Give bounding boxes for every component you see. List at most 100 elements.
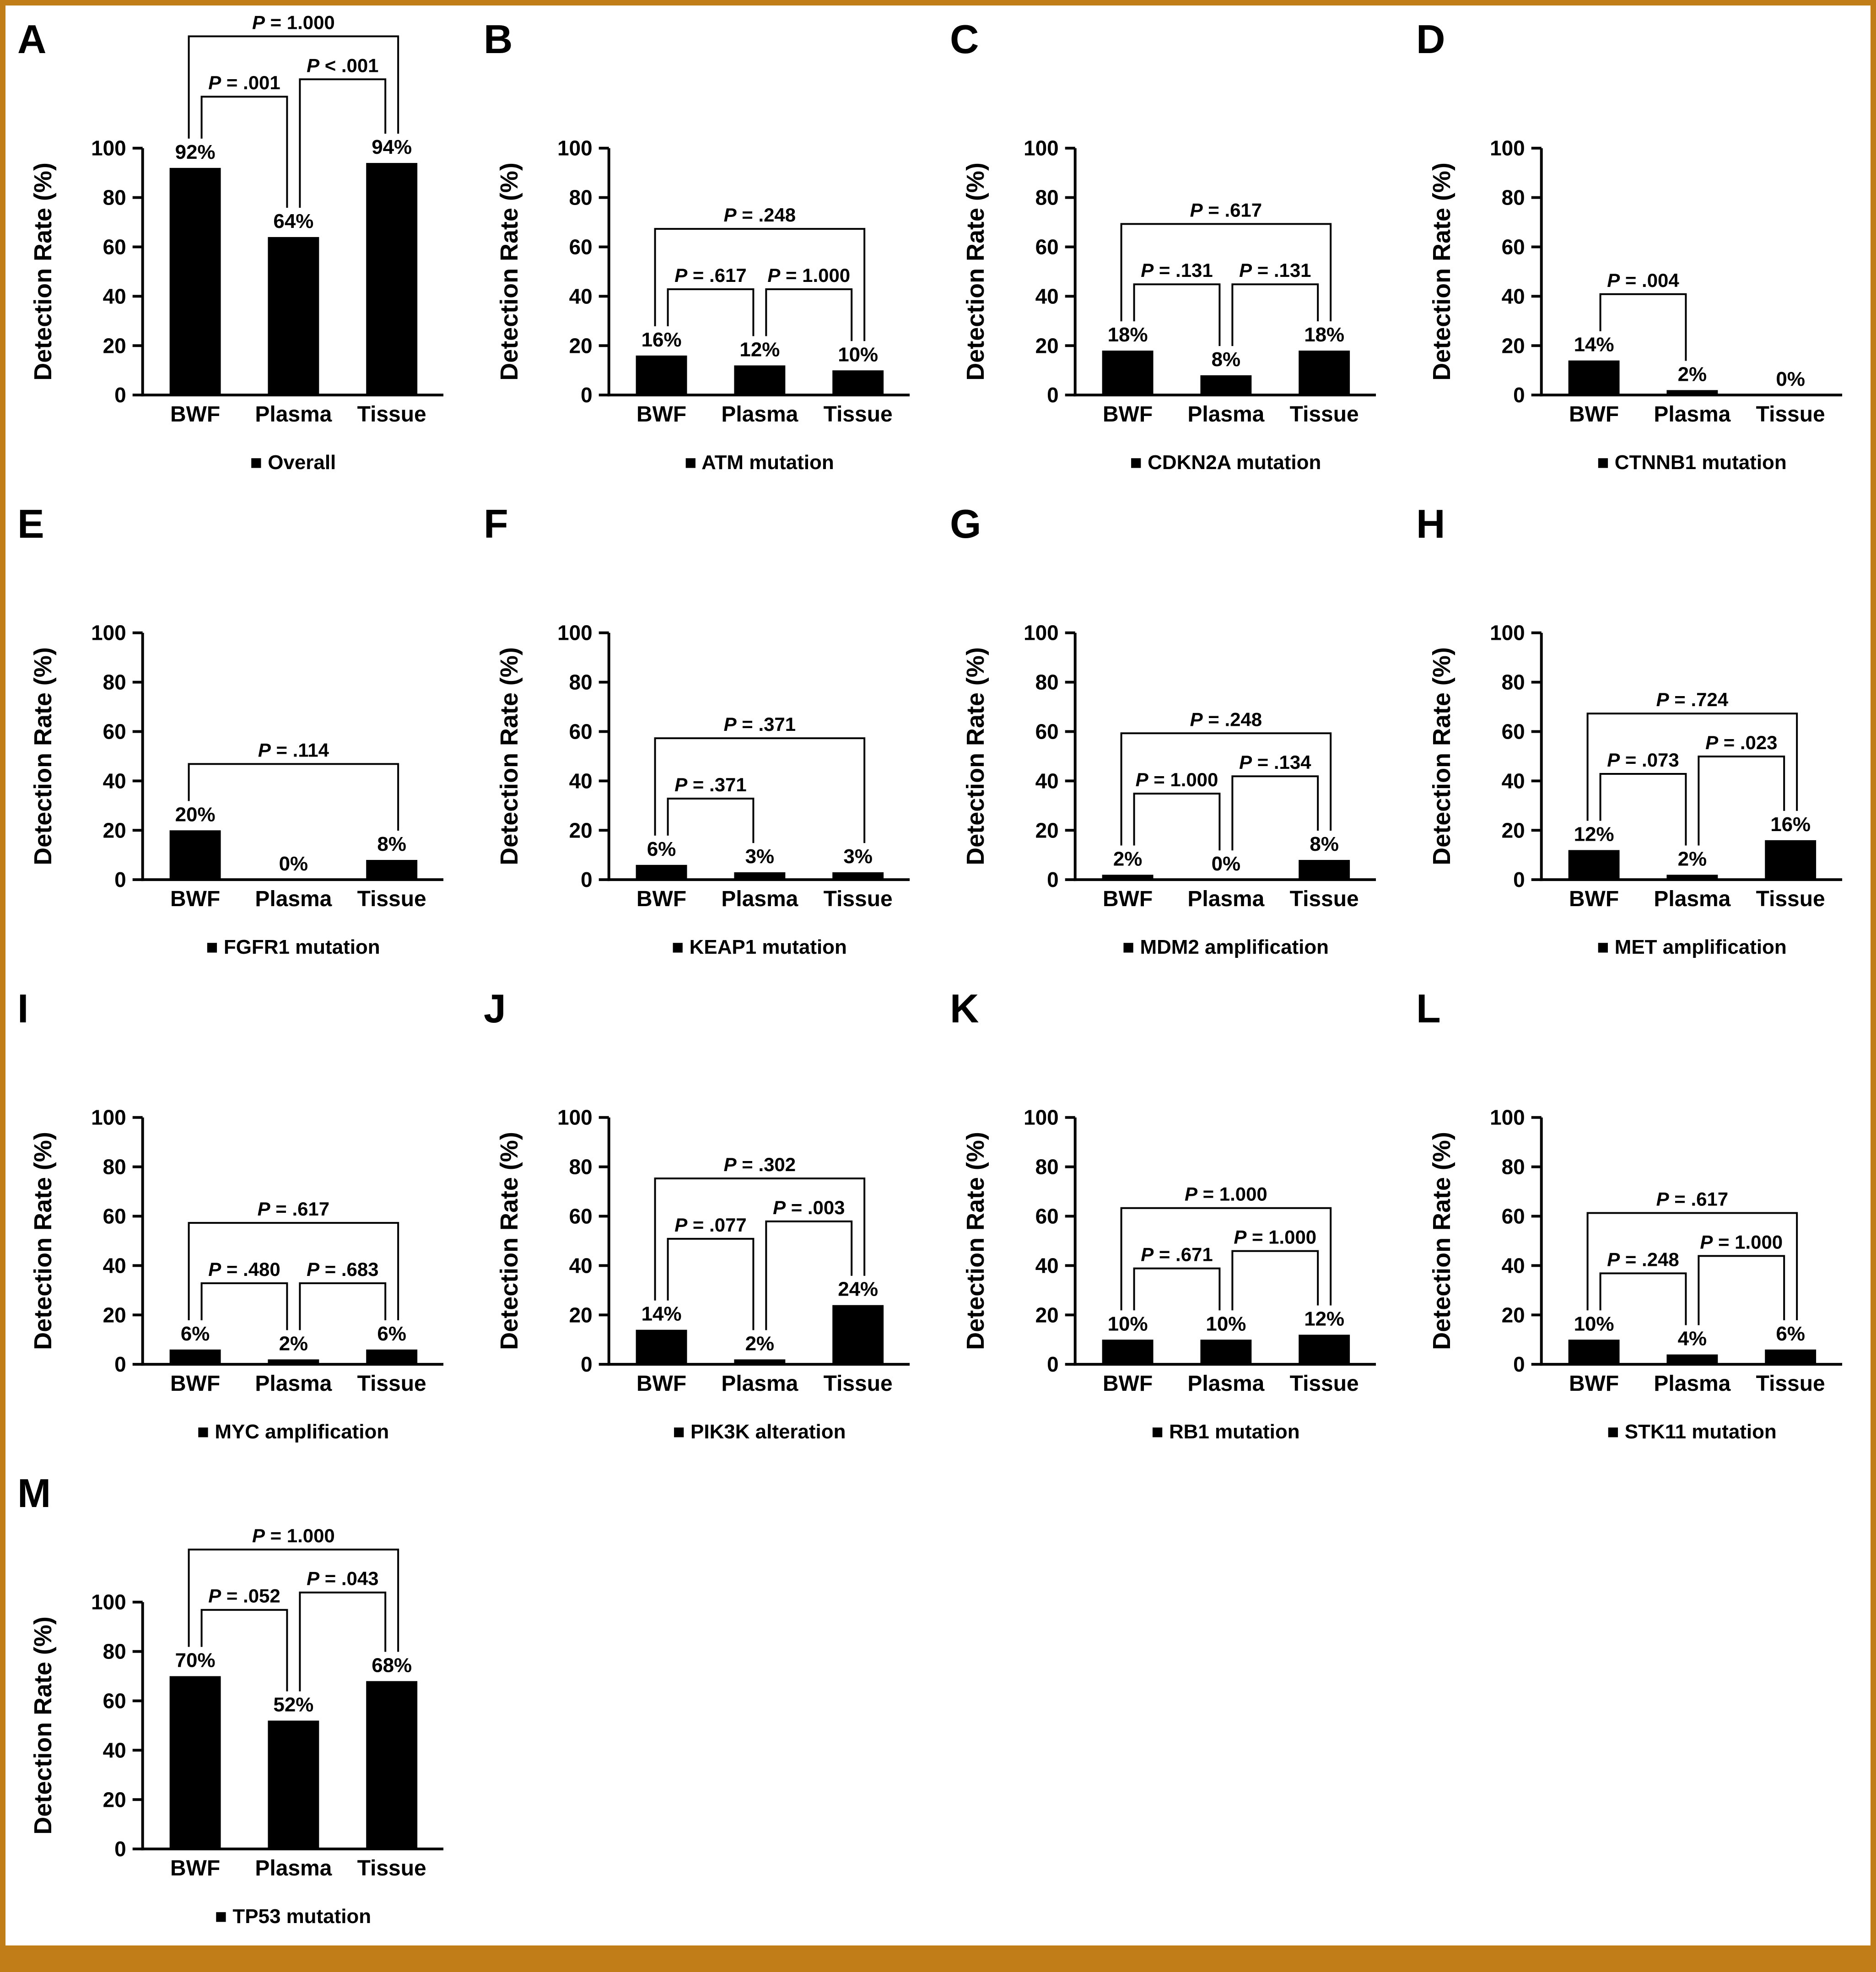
y-axis-title: Detection Rate (%) xyxy=(29,647,57,865)
y-tick-label: 0 xyxy=(581,868,593,891)
p-value-label: P = .683 xyxy=(307,1259,378,1280)
panel-i: I Detection Rate (%) 0 20 40 60 80 100 6% BWF 2% Pl… xyxy=(5,975,472,1459)
y-tick-label: 40 xyxy=(1035,1253,1059,1277)
x-category-label: BWF xyxy=(1103,887,1153,911)
legend-m: ■ TP53 mutation xyxy=(215,1905,371,1928)
p-bracket xyxy=(188,1548,399,1652)
p-value-label: P = .617 xyxy=(674,265,746,286)
p-bracket xyxy=(1698,756,1785,846)
bar-value-label: 3% xyxy=(843,845,873,868)
bar-bwf xyxy=(636,355,687,395)
y-tick-label: 20 xyxy=(1502,818,1525,842)
bar-plasma xyxy=(1666,875,1718,880)
panel-b: B Detection Rate (%) 0 20 40 60 80 100 16% BWF 12%… xyxy=(472,5,938,490)
p-bracket xyxy=(1120,1207,1332,1311)
y-tick-label: 20 xyxy=(1035,1303,1059,1327)
p-value-label: P = .134 xyxy=(1239,751,1311,773)
p-value-label: P = 1.000 xyxy=(1136,769,1218,790)
bar-value-label: 70% xyxy=(175,1649,216,1672)
x-category-label: Plasma xyxy=(1654,887,1730,911)
bar-chart-k: K Detection Rate (%) 0 20 40 60 80 100 10% BWF 10%… xyxy=(950,986,1376,1443)
panel-letter: F xyxy=(484,501,508,546)
y-axis-title: Detection Rate (%) xyxy=(1428,1132,1456,1350)
x-category-label: Tissue xyxy=(1756,887,1825,911)
bar-tissue xyxy=(1765,1349,1817,1365)
p-bracket xyxy=(200,1609,288,1691)
y-tick-label: 0 xyxy=(581,383,593,407)
legend-b: ■ ATM mutation xyxy=(685,451,834,474)
y-axis-title: Detection Rate (%) xyxy=(1428,647,1456,865)
p-bracket xyxy=(667,1237,755,1330)
bar-value-label: 0% xyxy=(1776,368,1805,390)
y-tick-label: 100 xyxy=(557,1106,593,1129)
bar-chart-d: D Detection Rate (%) 0 20 40 60 80 100 14% BWF 2% P… xyxy=(1416,16,1843,474)
y-tick-label: 80 xyxy=(1035,1155,1059,1179)
bar-value-label: 14% xyxy=(1574,334,1614,356)
x-category-label: Plasma xyxy=(1187,402,1264,427)
p-value-label: P = .617 xyxy=(1190,199,1262,221)
y-tick-label: 20 xyxy=(1502,334,1525,357)
bar-value-label: 64% xyxy=(273,210,313,232)
p-bracket xyxy=(299,1591,387,1691)
bar-chart-a: A Detection Rate (%) 0 20 40 60 80 100 92% BWF 64%… xyxy=(17,11,444,474)
bar-value-label: 3% xyxy=(745,845,775,868)
x-category-label: Tissue xyxy=(357,402,426,427)
y-tick-label: 0 xyxy=(1513,383,1525,407)
p-bracket xyxy=(188,763,399,831)
panel-a: A Detection Rate (%) 0 20 40 60 80 100 92% BWF 64%… xyxy=(5,5,472,490)
p-value-label: P = .001 xyxy=(208,72,280,93)
p-value-label: P = 1.000 xyxy=(767,265,850,286)
legend-h: ■ MET amplification xyxy=(1597,936,1787,958)
x-category-label: BWF xyxy=(170,402,220,427)
p-bracket xyxy=(1586,713,1798,821)
y-tick-label: 60 xyxy=(1502,235,1525,259)
bar-plasma xyxy=(268,1720,319,1849)
bar-value-label: 10% xyxy=(1574,1313,1614,1335)
p-value-label: P = 1.000 xyxy=(252,11,335,33)
p-bracket xyxy=(1231,283,1319,346)
y-tick-label: 20 xyxy=(569,818,593,842)
y-tick-label: 80 xyxy=(569,186,593,210)
p-value-label: P = 1.000 xyxy=(1234,1226,1316,1248)
p-value-label: P = .052 xyxy=(208,1585,280,1607)
bar-value-label: 18% xyxy=(1304,324,1344,346)
p-value-label: P = .371 xyxy=(674,774,746,795)
p-bracket xyxy=(1698,1255,1785,1325)
y-tick-label: 60 xyxy=(103,719,126,743)
panel-letter: C xyxy=(950,16,979,62)
p-bracket xyxy=(1231,775,1319,851)
p-value-label: P = .480 xyxy=(208,1259,280,1280)
x-category-label: Tissue xyxy=(1290,1372,1359,1396)
p-bracket xyxy=(654,228,866,341)
bar-chart-h: H Detection Rate (%) 0 20 40 60 80 100 12% BWF 2% P… xyxy=(1416,501,1843,958)
bar-chart-b: B Detection Rate (%) 0 20 40 60 80 100 16% BWF 12%… xyxy=(484,16,910,474)
panel-l: L Detection Rate (%) 0 20 40 60 80 100 10% BWF 4% P… xyxy=(1404,975,1871,1459)
legend-k: ■ RB1 mutation xyxy=(1151,1421,1299,1443)
panel-letter: D xyxy=(1416,16,1445,62)
p-bracket xyxy=(1133,1267,1221,1311)
bar-bwf xyxy=(169,1676,221,1849)
y-axis-title: Detection Rate (%) xyxy=(496,1132,523,1350)
bar-value-label: 68% xyxy=(372,1654,412,1676)
bar-tissue xyxy=(1299,351,1350,395)
y-tick-label: 60 xyxy=(1035,235,1059,259)
bar-plasma xyxy=(734,1359,786,1365)
bar-bwf xyxy=(636,1329,687,1365)
bar-value-label: 20% xyxy=(175,803,216,826)
bar-plasma xyxy=(734,872,786,880)
p-value-label: P = .248 xyxy=(1190,708,1262,730)
bar-plasma xyxy=(1666,1354,1718,1365)
y-tick-label: 0 xyxy=(114,1837,126,1861)
x-category-label: Tissue xyxy=(357,1372,426,1396)
y-tick-label: 20 xyxy=(103,818,126,842)
y-tick-label: 100 xyxy=(557,136,593,160)
p-bracket xyxy=(765,1220,853,1330)
bar-bwf xyxy=(169,1349,221,1365)
y-tick-label: 20 xyxy=(1035,334,1059,357)
bar-bwf xyxy=(636,864,687,880)
panel-e: E Detection Rate (%) 0 20 40 60 80 100 20% BWF 0% P… xyxy=(5,490,472,975)
bar-tissue xyxy=(366,1349,418,1365)
bar-chart-g: G Detection Rate (%) 0 20 40 60 80 100 2% BWF 0% Pl… xyxy=(950,501,1376,958)
bar-tissue xyxy=(1765,840,1817,880)
y-tick-label: 20 xyxy=(1035,818,1059,842)
